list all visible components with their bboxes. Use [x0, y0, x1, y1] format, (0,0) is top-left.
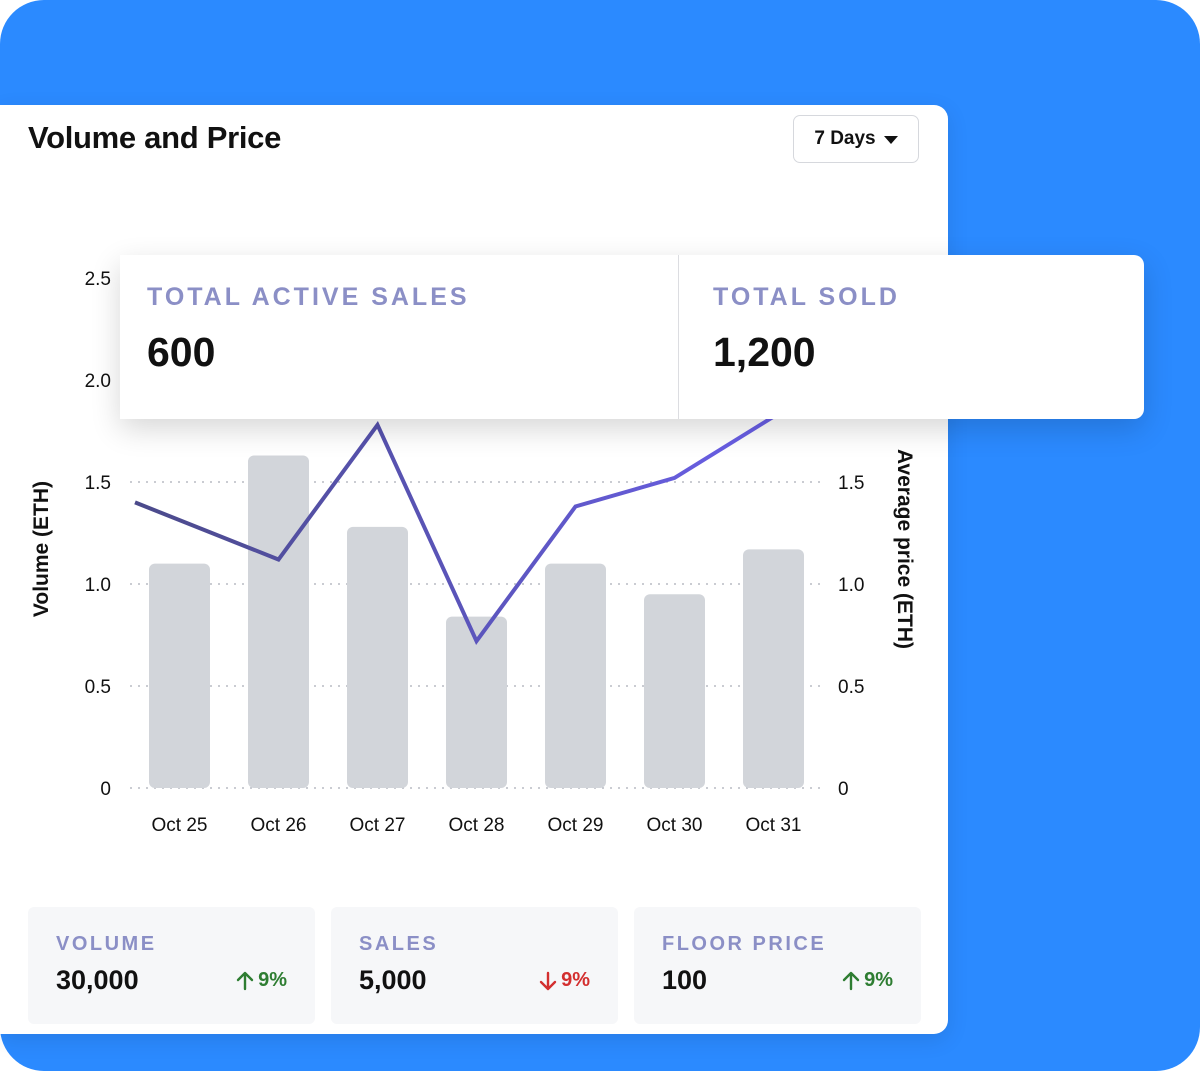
volume-bar	[248, 455, 309, 788]
arrow-down-icon	[539, 971, 557, 991]
y-tick-label: 0	[100, 779, 111, 800]
date-range-label: 7 Days	[814, 128, 876, 149]
y2-tick-label: 1.5	[838, 473, 864, 494]
card-title: Volume and Price	[28, 120, 282, 155]
metric-change: 9%	[842, 969, 893, 992]
y2-tick-label: 1.0	[838, 575, 864, 596]
x-tick-label: Oct 30	[647, 815, 703, 836]
total-sold-label: TOTAL SOLD	[713, 283, 900, 311]
caret-down-icon	[883, 136, 898, 144]
metric-label: SALES	[359, 933, 439, 955]
x-tick-label: Oct 31	[746, 815, 802, 836]
x-tick-label: Oct 29	[548, 815, 604, 836]
y-tick-label: 2.0	[85, 371, 111, 392]
y-tick-label: 0.5	[85, 677, 111, 698]
metric-change: 9%	[539, 969, 590, 992]
x-tick-label: Oct 25	[152, 815, 208, 836]
x-tick-label: Oct 26	[251, 815, 307, 836]
metric-floor-price: FLOOR PRICE 100 9%	[634, 907, 921, 1024]
x-tick-label: Oct 27	[350, 815, 406, 836]
metric-label: FLOOR PRICE	[662, 933, 827, 955]
y-tick-label: 1.5	[85, 473, 111, 494]
metric-volume: VOLUME 30,000 9%	[28, 907, 315, 1024]
total-sold-box: TOTAL SOLD 1,200	[679, 255, 1144, 419]
metric-change-value: 9%	[864, 969, 893, 991]
volume-bar	[644, 594, 705, 788]
metric-value: 100	[662, 965, 708, 995]
total-active-sales-value: 600	[147, 329, 216, 375]
arrow-up-icon	[842, 971, 860, 991]
y-tick-label: 2.5	[85, 269, 111, 290]
metric-change-value: 9%	[561, 969, 590, 991]
metric-value: 30,000	[56, 965, 139, 995]
metric-value: 5,000	[359, 965, 427, 995]
arrow-up-icon	[236, 971, 254, 991]
metric-sales: SALES 5,000 9%	[331, 907, 618, 1024]
volume-bar	[545, 563, 606, 788]
sales-totals-panel: TOTAL ACTIVE SALES 600 TOTAL SOLD 1,200	[120, 255, 1144, 419]
metric-change-value: 9%	[258, 969, 287, 991]
y2-axis-title: Average price (ETH)	[893, 449, 916, 649]
volume-bar	[347, 526, 408, 788]
date-range-dropdown[interactable]: 7 Days	[793, 115, 919, 163]
metric-label: VOLUME	[56, 933, 157, 955]
volume-bar	[149, 563, 210, 788]
total-active-sales-label: TOTAL ACTIVE SALES	[147, 283, 470, 311]
y2-tick-label: 0	[838, 779, 849, 800]
total-sold-value: 1,200	[713, 329, 816, 375]
average-price-line	[134, 415, 775, 646]
y-tick-label: 1.0	[85, 575, 111, 596]
volume-bar	[446, 616, 507, 788]
metric-change: 9%	[236, 969, 287, 992]
total-active-sales-box: TOTAL ACTIVE SALES 600	[120, 255, 679, 419]
y2-tick-label: 0.5	[838, 677, 864, 698]
x-tick-label: Oct 28	[449, 815, 505, 836]
y-axis-title: Volume (ETH)	[30, 481, 53, 617]
volume-bar	[743, 549, 804, 788]
